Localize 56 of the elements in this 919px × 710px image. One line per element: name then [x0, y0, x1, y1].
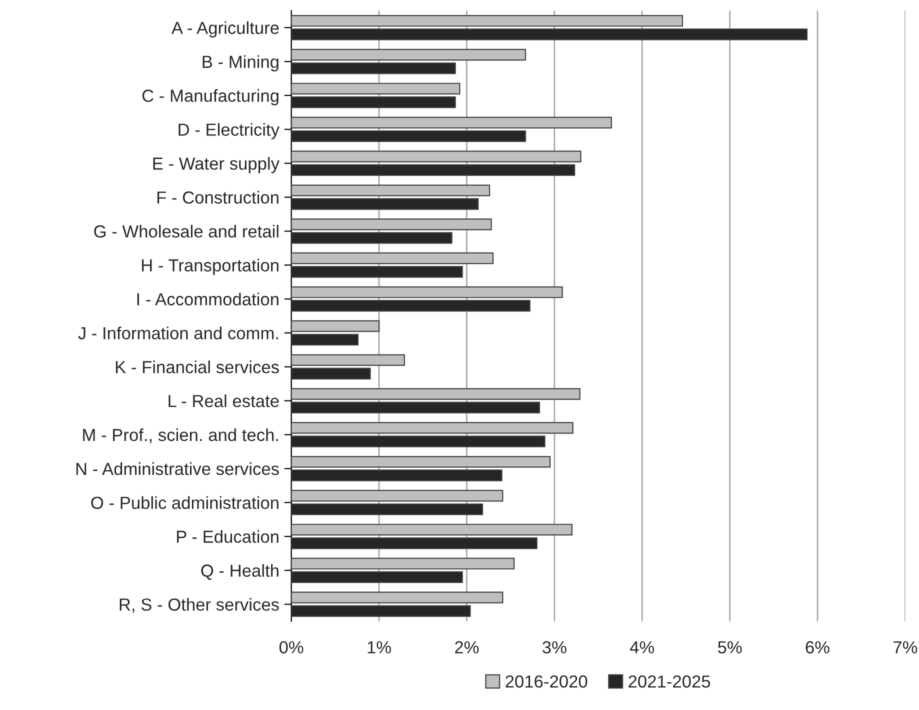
bar [291, 96, 456, 108]
bar [291, 456, 551, 468]
bar [291, 354, 406, 366]
bar [291, 252, 494, 264]
x-tick-label: 7% [894, 641, 918, 654]
x-tick-label: 1% [368, 641, 391, 654]
bar [291, 320, 380, 332]
bar [291, 470, 502, 482]
bar [291, 286, 563, 298]
y-tick-label: L - Real estate [168, 394, 279, 408]
bar [291, 48, 526, 61]
x-tick-label: 4% [630, 641, 654, 654]
y-tick-label: D - Electricity [178, 123, 280, 140]
bar [291, 130, 526, 142]
bar [291, 14, 684, 27]
x-tick-label: 6% [806, 641, 830, 654]
bar [291, 300, 530, 312]
y-tick-label: E - Water supply [153, 157, 280, 174]
x-tick-label: 3% [542, 641, 566, 654]
y-tick-label: H - Transportation [142, 258, 278, 275]
bar [291, 266, 463, 278]
y-tick-label: O - Public administration [91, 496, 278, 509]
y-tick-label: A - Agriculture [171, 21, 279, 38]
bar [291, 232, 452, 244]
bar [291, 503, 484, 516]
bar [291, 490, 504, 502]
legend-label: 2016-2020 [506, 675, 588, 688]
bar [291, 537, 538, 550]
bar [291, 218, 492, 230]
bar [291, 422, 574, 434]
y-tick-label: B - Mining [202, 55, 278, 72]
y-tick-label: Q - Health [201, 564, 278, 580]
x-tick-label: 5% [718, 641, 742, 654]
bar [291, 524, 573, 536]
y-tick-label: K - Financial services [116, 360, 279, 374]
y-tick-label: J - Information and comm. [78, 326, 278, 340]
y-tick-label: F - Construction [157, 190, 278, 204]
y-tick-label: G - Wholesale and retail [94, 224, 278, 238]
legend-label: 2021-2025 [628, 675, 710, 688]
bar [291, 28, 808, 40]
bar [291, 116, 612, 128]
x-tick-label: 0% [279, 641, 304, 654]
bar [291, 571, 463, 583]
bar [291, 558, 515, 570]
y-tick-label: N - Administrative services [76, 462, 279, 476]
y-tick-label: C - Manufacturing [142, 89, 278, 106]
bar [291, 436, 546, 448]
bar [291, 62, 456, 74]
y-tick-label: I - Accommodation [137, 292, 278, 306]
bar [291, 334, 359, 346]
x-tick-label: 2% [455, 641, 479, 654]
bar [291, 368, 371, 380]
y-tick-label: M - Prof., scien. and tech. [83, 428, 278, 444]
y-tick-label: P - Education [177, 530, 278, 543]
y-tick-label: R, S - Other services [120, 598, 279, 613]
bar [291, 82, 460, 95]
